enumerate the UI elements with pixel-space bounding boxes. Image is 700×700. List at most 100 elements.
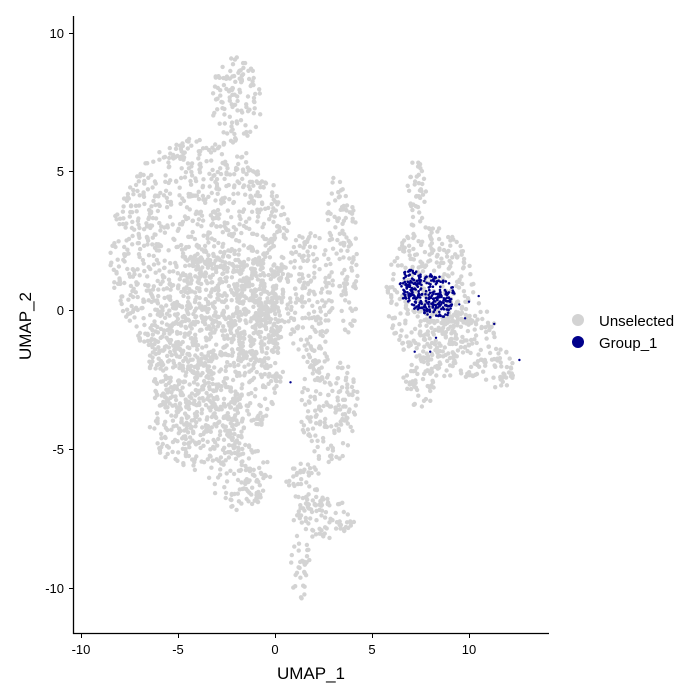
data-point xyxy=(216,314,221,320)
data-point xyxy=(209,280,214,285)
data-point xyxy=(279,262,284,267)
data-point xyxy=(459,310,465,315)
data-point xyxy=(218,467,223,472)
data-point xyxy=(168,395,173,401)
data-point xyxy=(392,259,397,264)
data-point xyxy=(441,354,446,359)
data-point xyxy=(244,151,249,156)
data-point xyxy=(462,338,468,343)
data-point xyxy=(188,336,194,341)
data-point xyxy=(229,246,234,252)
data-point xyxy=(431,332,436,337)
data-point xyxy=(155,324,160,330)
data-point xyxy=(337,519,342,524)
data-point xyxy=(162,230,168,235)
data-point xyxy=(201,398,206,403)
data-point xyxy=(182,278,187,283)
data-point xyxy=(207,384,212,389)
data-point xyxy=(153,388,158,394)
data-point xyxy=(428,371,433,376)
data-point xyxy=(291,518,296,523)
data-point xyxy=(429,350,432,353)
data-point xyxy=(212,397,217,402)
data-point xyxy=(429,340,435,346)
data-point xyxy=(467,263,472,269)
data-point xyxy=(271,219,276,225)
data-point xyxy=(148,342,154,347)
data-point xyxy=(236,499,242,504)
x-tick-label: 10 xyxy=(462,642,476,657)
data-point xyxy=(263,180,268,185)
data-point xyxy=(186,166,192,171)
data-point xyxy=(179,247,185,252)
data-point xyxy=(438,275,441,279)
data-point xyxy=(255,499,261,505)
data-point xyxy=(479,324,484,330)
data-point xyxy=(463,312,468,318)
data-point xyxy=(242,364,247,369)
data-point xyxy=(262,284,267,289)
data-point xyxy=(113,213,118,219)
data-point xyxy=(333,225,338,230)
data-point xyxy=(353,403,358,408)
data-point xyxy=(444,313,447,316)
data-point xyxy=(401,347,406,352)
data-point xyxy=(431,385,436,390)
data-point xyxy=(200,319,206,324)
data-point xyxy=(499,364,504,369)
data-point xyxy=(218,455,224,460)
data-point xyxy=(341,404,347,409)
data-point xyxy=(315,299,320,305)
data-point xyxy=(417,210,422,215)
data-point xyxy=(171,343,176,348)
data-point xyxy=(257,357,263,363)
data-point xyxy=(235,191,241,196)
data-point xyxy=(233,440,238,446)
data-point xyxy=(465,319,471,324)
data-point xyxy=(340,271,345,276)
data-point xyxy=(446,274,451,279)
data-point xyxy=(299,419,304,425)
data-point xyxy=(221,271,226,276)
data-point xyxy=(249,351,254,357)
data-point xyxy=(207,326,212,331)
data-point xyxy=(193,332,198,337)
data-point xyxy=(351,379,356,385)
data-point xyxy=(142,322,147,328)
data-point xyxy=(164,205,170,210)
data-point xyxy=(201,233,206,238)
data-point xyxy=(413,300,417,304)
data-point xyxy=(234,328,240,334)
data-point xyxy=(243,160,249,165)
data-point xyxy=(199,356,204,361)
data-point xyxy=(149,204,154,209)
data-point xyxy=(217,281,222,286)
data-point xyxy=(190,343,196,348)
data-point xyxy=(182,313,187,319)
data-point xyxy=(136,231,141,237)
data-point xyxy=(150,287,156,292)
y-tick-label: -10 xyxy=(45,581,64,596)
data-point xyxy=(230,377,236,383)
data-point xyxy=(231,471,237,477)
data-point xyxy=(419,273,422,277)
data-point xyxy=(336,190,341,195)
data-point xyxy=(434,282,438,286)
data-point xyxy=(135,241,140,246)
data-point xyxy=(176,378,181,383)
data-point xyxy=(331,175,336,181)
data-point xyxy=(286,220,291,226)
data-point xyxy=(200,193,206,199)
data-point xyxy=(239,386,244,391)
data-point xyxy=(404,283,407,287)
data-point xyxy=(173,394,178,399)
data-point xyxy=(245,466,250,471)
data-point xyxy=(307,484,312,489)
data-point xyxy=(294,472,299,477)
data-point xyxy=(415,371,420,377)
data-point xyxy=(320,329,325,334)
data-point xyxy=(450,271,455,276)
data-point xyxy=(178,331,183,336)
data-point xyxy=(258,291,264,297)
data-point xyxy=(309,470,314,476)
